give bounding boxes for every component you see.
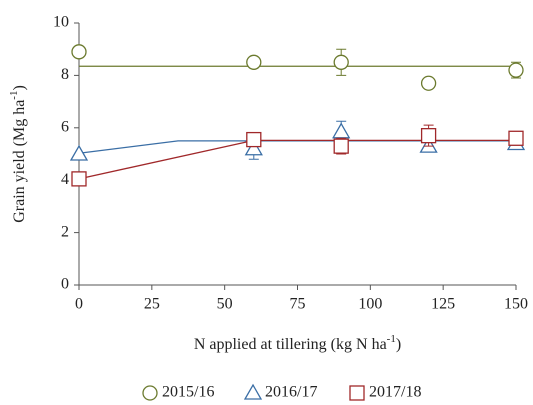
legend-marker bbox=[142, 385, 158, 401]
fit-line bbox=[78, 140, 516, 154]
legend-marker bbox=[243, 383, 263, 400]
legend-label: 2015/16 bbox=[162, 384, 214, 401]
marker bbox=[246, 131, 262, 148]
legend-label: 2017/18 bbox=[369, 384, 421, 401]
x-tick-label: 0 bbox=[75, 296, 83, 313]
marker bbox=[508, 62, 524, 78]
marker bbox=[420, 75, 437, 91]
x-tick-label: 125 bbox=[431, 296, 455, 313]
x-tick-label: 50 bbox=[217, 296, 233, 313]
y-axis-label-part: ) bbox=[11, 85, 28, 90]
x-tick-label: 25 bbox=[144, 296, 160, 313]
legend-label: 2016/17 bbox=[265, 384, 317, 401]
y-axis-label: Grain yield (Mg ha-1) bbox=[8, 85, 28, 223]
marker bbox=[71, 44, 87, 60]
y-axis-label-part: -1 bbox=[8, 91, 20, 100]
legend-marker bbox=[349, 385, 365, 401]
marker bbox=[246, 54, 262, 70]
x-axis-label-part: -1 bbox=[387, 333, 396, 345]
marker bbox=[508, 130, 524, 146]
x-tick-label: 100 bbox=[358, 296, 382, 313]
y-axis-label-part: Grain yield (Mg ha bbox=[11, 100, 28, 223]
y-tick-label: 2 bbox=[61, 223, 69, 240]
y-tick-label: 8 bbox=[61, 66, 69, 83]
marker bbox=[333, 138, 349, 154]
x-tick-label: 75 bbox=[290, 296, 306, 313]
marker bbox=[69, 144, 89, 161]
y-tick-label: 10 bbox=[53, 14, 69, 31]
marker bbox=[71, 171, 87, 187]
x-tick-label: 150 bbox=[504, 296, 528, 313]
x-axis-label: N applied at tillering (kg N ha-1) bbox=[194, 333, 401, 353]
marker bbox=[420, 128, 437, 144]
x-axis-label-part: N applied at tillering (kg N ha bbox=[194, 336, 387, 353]
x-axis-label-part: ) bbox=[396, 336, 401, 353]
y-tick-label: 0 bbox=[61, 276, 69, 293]
y-tick-label: 6 bbox=[61, 118, 69, 135]
marker bbox=[332, 122, 351, 139]
marker bbox=[333, 54, 349, 70]
marker bbox=[244, 139, 263, 156]
fit-line bbox=[78, 139, 516, 180]
y-tick-label: 4 bbox=[61, 171, 69, 188]
